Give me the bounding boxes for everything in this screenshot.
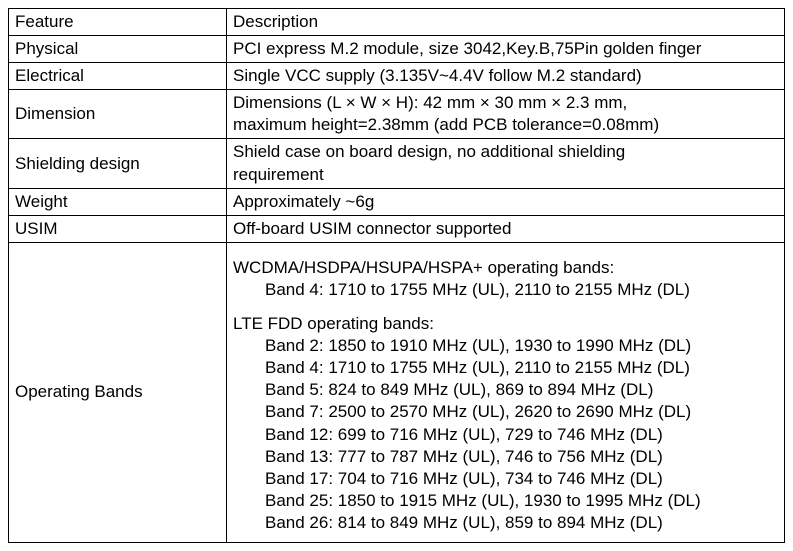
- header-feature: Feature: [9, 9, 227, 36]
- lte-heading: LTE FDD operating bands:: [233, 313, 778, 335]
- band-line: Band 25: 1850 to 1915 MHz (UL), 1930 to …: [233, 490, 778, 512]
- description-line: requirement: [233, 164, 778, 186]
- description-cell-bands: WCDMA/HSDPA/HSUPA/HSPA+ operating bands:…: [227, 242, 785, 542]
- description-cell: Dimensions (L × W × H): 42 mm × 30 mm × …: [227, 90, 785, 139]
- band-line: Band 7: 2500 to 2570 MHz (UL), 2620 to 2…: [233, 401, 778, 423]
- description-cell: Shield case on board design, no addition…: [227, 139, 785, 188]
- feature-cell: Electrical: [9, 63, 227, 90]
- band-line: Band 12: 699 to 716 MHz (UL), 729 to 746…: [233, 424, 778, 446]
- feature-cell: USIM: [9, 215, 227, 242]
- feature-cell: Shielding design: [9, 139, 227, 188]
- table-header-row: Feature Description: [9, 9, 785, 36]
- wcdma-heading: WCDMA/HSDPA/HSUPA/HSPA+ operating bands:: [233, 257, 778, 279]
- table-row: Physical PCI express M.2 module, size 30…: [9, 36, 785, 63]
- band-line: Band 2: 1850 to 1910 MHz (UL), 1930 to 1…: [233, 335, 778, 357]
- description-cell: Off-board USIM connector supported: [227, 215, 785, 242]
- feature-cell: Operating Bands: [9, 242, 227, 542]
- table-row: Electrical Single VCC supply (3.135V~4.4…: [9, 63, 785, 90]
- band-line: Band 13: 777 to 787 MHz (UL), 746 to 756…: [233, 446, 778, 468]
- table-row: Shielding design Shield case on board de…: [9, 139, 785, 188]
- description-cell: Single VCC supply (3.135V~4.4V follow M.…: [227, 63, 785, 90]
- band-line: Band 4: 1710 to 1755 MHz (UL), 2110 to 2…: [233, 357, 778, 379]
- feature-cell: Weight: [9, 188, 227, 215]
- table-row-operating-bands: Operating Bands WCDMA/HSDPA/HSUPA/HSPA+ …: [9, 242, 785, 542]
- description-cell: PCI express M.2 module, size 3042,Key.B,…: [227, 36, 785, 63]
- table-row: Weight Approximately ~6g: [9, 188, 785, 215]
- description-line: Shield case on board design, no addition…: [233, 141, 778, 163]
- table-row: USIM Off-board USIM connector supported: [9, 215, 785, 242]
- description-line: Dimensions (L × W × H): 42 mm × 30 mm × …: [233, 92, 778, 114]
- band-line: Band 4: 1710 to 1755 MHz (UL), 2110 to 2…: [233, 279, 778, 301]
- band-line: Band 17: 704 to 716 MHz (UL), 734 to 746…: [233, 468, 778, 490]
- feature-cell: Dimension: [9, 90, 227, 139]
- spec-table: Feature Description Physical PCI express…: [8, 8, 785, 543]
- band-line: Band 26: 814 to 849 MHz (UL), 859 to 894…: [233, 512, 778, 534]
- header-description: Description: [227, 9, 785, 36]
- band-line: Band 5: 824 to 849 MHz (UL), 869 to 894 …: [233, 379, 778, 401]
- feature-cell: Physical: [9, 36, 227, 63]
- table-row: Dimension Dimensions (L × W × H): 42 mm …: [9, 90, 785, 139]
- description-cell: Approximately ~6g: [227, 188, 785, 215]
- description-line: maximum height=2.38mm (add PCB tolerance…: [233, 114, 778, 136]
